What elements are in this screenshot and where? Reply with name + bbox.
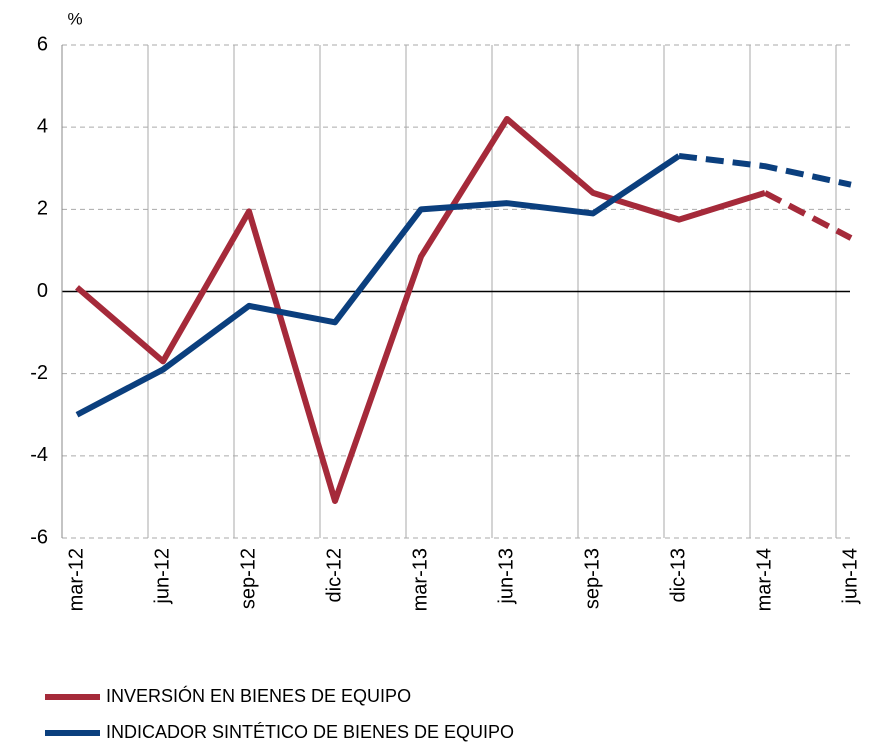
y-tick-label: -4 [30,444,48,466]
x-tick-label: jun-14 [839,548,861,605]
series-line [75,153,681,418]
y-tick-label: 4 [37,115,48,137]
y-tick-label: -2 [30,362,48,384]
x-tick-label: jun-13 [495,548,517,605]
x-tick-label: dic-12 [323,548,345,602]
y-tick-label: -6 [30,526,48,548]
series-line [75,115,766,505]
x-tick-label: mar-14 [753,548,775,611]
y-tick-label: 6 [37,33,48,55]
x-tick-label: dic-13 [667,548,689,602]
x-tick-label: mar-13 [409,548,431,611]
y-tick-label: 0 [37,280,48,302]
x-tick-label: jun-12 [151,548,173,605]
series-line-dashed [763,190,853,241]
x-tick-label: sep-12 [237,548,259,609]
y-tick-label: 2 [37,198,48,220]
legend-label: INDICADOR SINTÉTICO DE BIENES DE EQUIPO [106,722,514,742]
x-tick-label: mar-12 [65,548,87,611]
x-tick-label: sep-13 [581,548,603,609]
series-line-dashed [678,152,852,188]
legend-label: INVERSIÓN EN BIENES DE EQUIPO [106,685,411,706]
y-unit: % [67,9,82,28]
